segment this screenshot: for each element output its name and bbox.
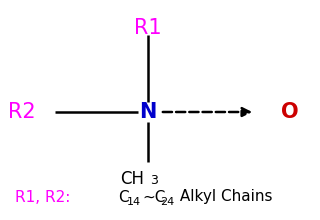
Text: CH: CH (120, 170, 144, 188)
Text: O: O (281, 102, 299, 122)
Text: R1: R1 (134, 18, 162, 38)
Text: ~C: ~C (142, 189, 165, 205)
Text: N: N (139, 102, 157, 122)
Text: 14: 14 (127, 197, 141, 207)
Text: R1, R2:: R1, R2: (15, 189, 75, 205)
Text: 24: 24 (160, 197, 174, 207)
Text: R2: R2 (8, 102, 36, 122)
Text: Alkyl Chains: Alkyl Chains (175, 189, 273, 205)
Text: C: C (118, 189, 129, 205)
Text: 3: 3 (150, 174, 158, 187)
